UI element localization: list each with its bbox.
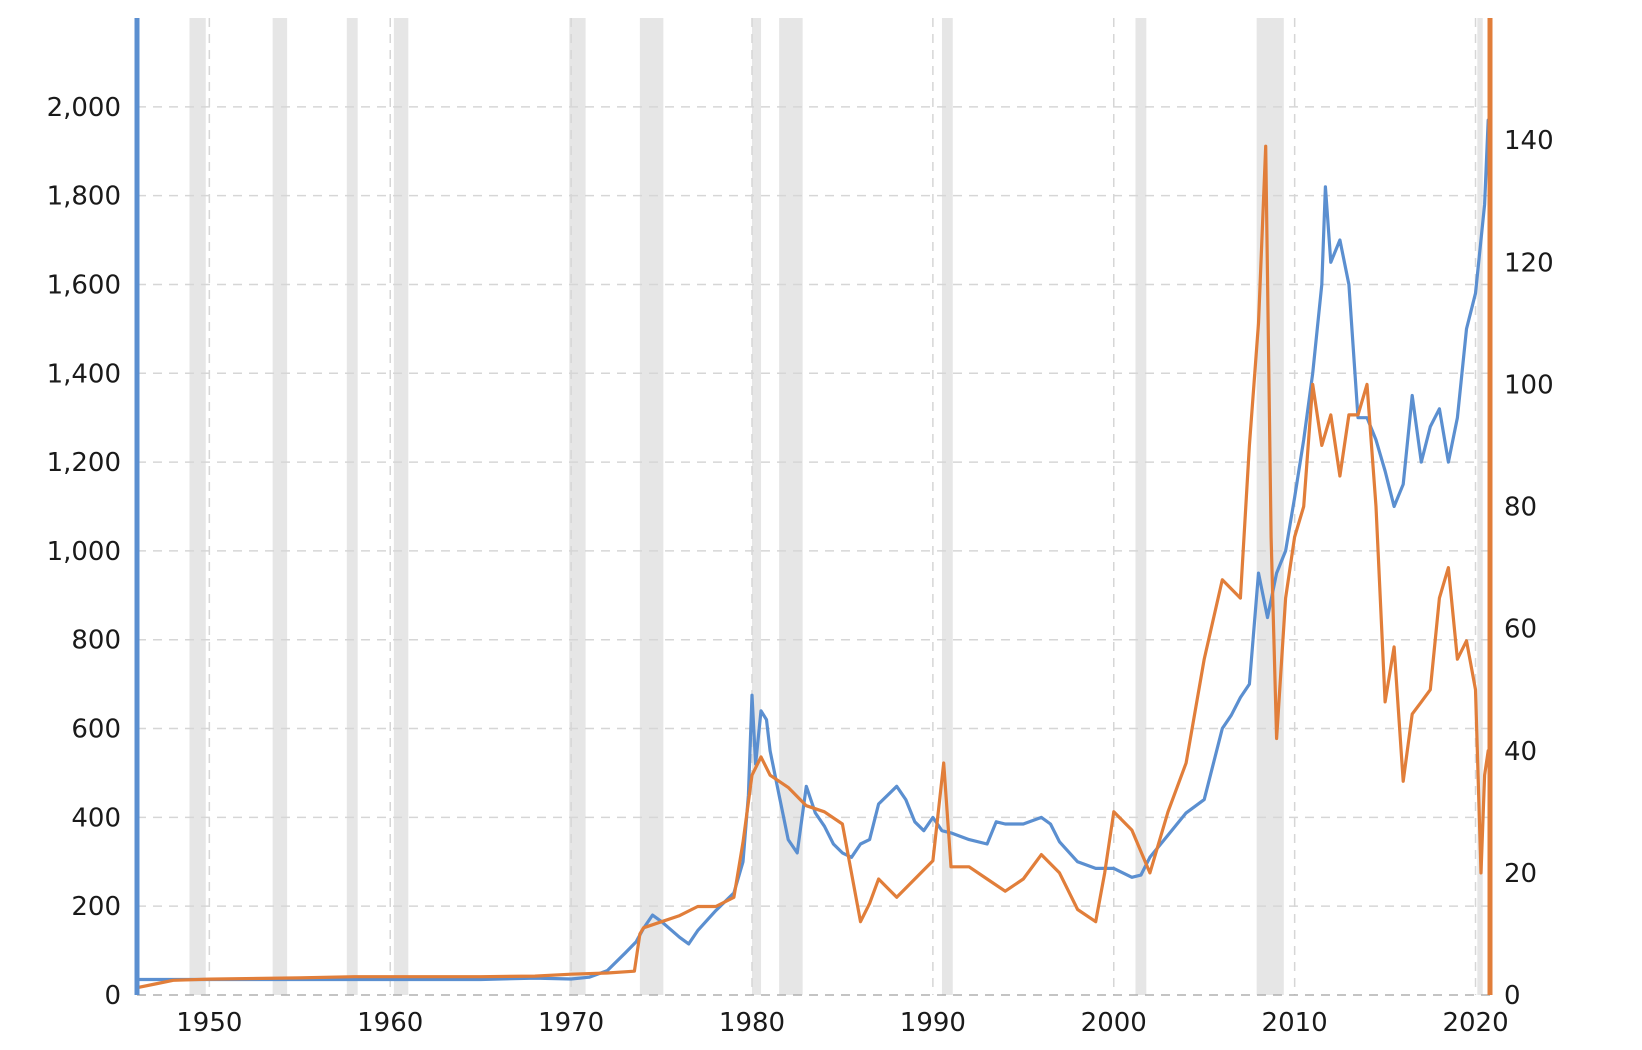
- left-y-tick-label-200: 200: [71, 892, 121, 922]
- left-y-tick-label-0: 0: [104, 981, 121, 1011]
- left-y-tick-label-400: 400: [71, 803, 121, 833]
- left-y-tick-labels: 0 200 400 600 800 1,000 1,200 1,400 1,600 1,800 2,…: [47, 93, 121, 1011]
- recession-band-1: [272, 18, 288, 995]
- right-y-tick-label-120: 120: [1504, 248, 1554, 278]
- left-y-tick-label-1800: 1,800: [47, 182, 121, 212]
- series-lines: [135, 118, 1490, 990]
- x-tick-label-2000: 2000: [1081, 1008, 1147, 1038]
- axes: [134, 18, 1493, 996]
- x-tick-label-1950: 1950: [176, 1008, 242, 1038]
- right-y-tick-label-40: 40: [1504, 737, 1537, 767]
- x-tick-labels: 1950 1960 1970 1980 1990 2000 2010 2020: [176, 1008, 1508, 1038]
- right-y-tick-label-80: 80: [1504, 493, 1537, 523]
- right-y-tick-label-60: 60: [1504, 615, 1537, 645]
- recession-band-9: [1135, 18, 1147, 995]
- x-tick-label-2020: 2020: [1442, 1008, 1508, 1038]
- series-line-right: [135, 144, 1490, 990]
- series-line-left: [135, 118, 1490, 982]
- gridlines: [137, 18, 1490, 995]
- left-y-tick-label-600: 600: [71, 715, 121, 745]
- left-y-tick-label-2000: 2,000: [47, 93, 121, 123]
- recession-band-2: [346, 18, 358, 995]
- recession-band-7: [779, 18, 803, 995]
- left-y-tick-label-1000: 1,000: [47, 537, 121, 567]
- right-y-tick-label-0: 0: [1504, 981, 1521, 1011]
- left-y-tick-label-1600: 1,600: [47, 270, 121, 300]
- x-tick-label-1970: 1970: [538, 1008, 604, 1038]
- right-y-tick-labels: 0 20 40 60 80 100 120 140: [1504, 126, 1554, 1011]
- left-y-tick-label-1200: 1,200: [47, 448, 121, 478]
- x-tick-label-1960: 1960: [357, 1008, 423, 1038]
- recession-band-5: [639, 18, 664, 995]
- right-y-tick-label-100: 100: [1504, 370, 1554, 400]
- recession-band-8: [941, 18, 953, 995]
- right-y-tick-label-140: 140: [1504, 126, 1554, 156]
- x-tick-label-1990: 1990: [900, 1008, 966, 1038]
- left-y-tick-label-800: 800: [71, 626, 121, 656]
- recession-band-11: [1477, 18, 1483, 995]
- x-tick-label-2010: 2010: [1262, 1008, 1328, 1038]
- recession-band-4: [569, 18, 586, 995]
- right-y-tick-label-20: 20: [1504, 859, 1537, 889]
- recession-band-6: [752, 18, 762, 995]
- recession-band-0: [189, 18, 206, 995]
- left-y-tick-label-1400: 1,400: [47, 359, 121, 389]
- recession-band-3: [393, 18, 409, 995]
- x-tick-label-1980: 1980: [719, 1008, 785, 1038]
